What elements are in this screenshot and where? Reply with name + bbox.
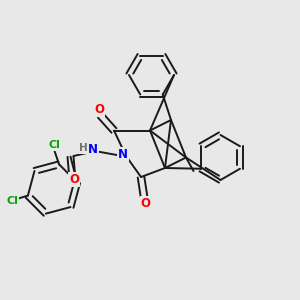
Text: Cl: Cl	[6, 196, 18, 206]
Text: N: N	[88, 142, 98, 156]
Text: O: O	[69, 173, 80, 186]
Text: N: N	[118, 148, 128, 161]
Text: Cl: Cl	[49, 140, 61, 150]
Text: H: H	[79, 143, 88, 153]
Text: O: O	[140, 196, 151, 210]
Text: O: O	[94, 103, 104, 116]
